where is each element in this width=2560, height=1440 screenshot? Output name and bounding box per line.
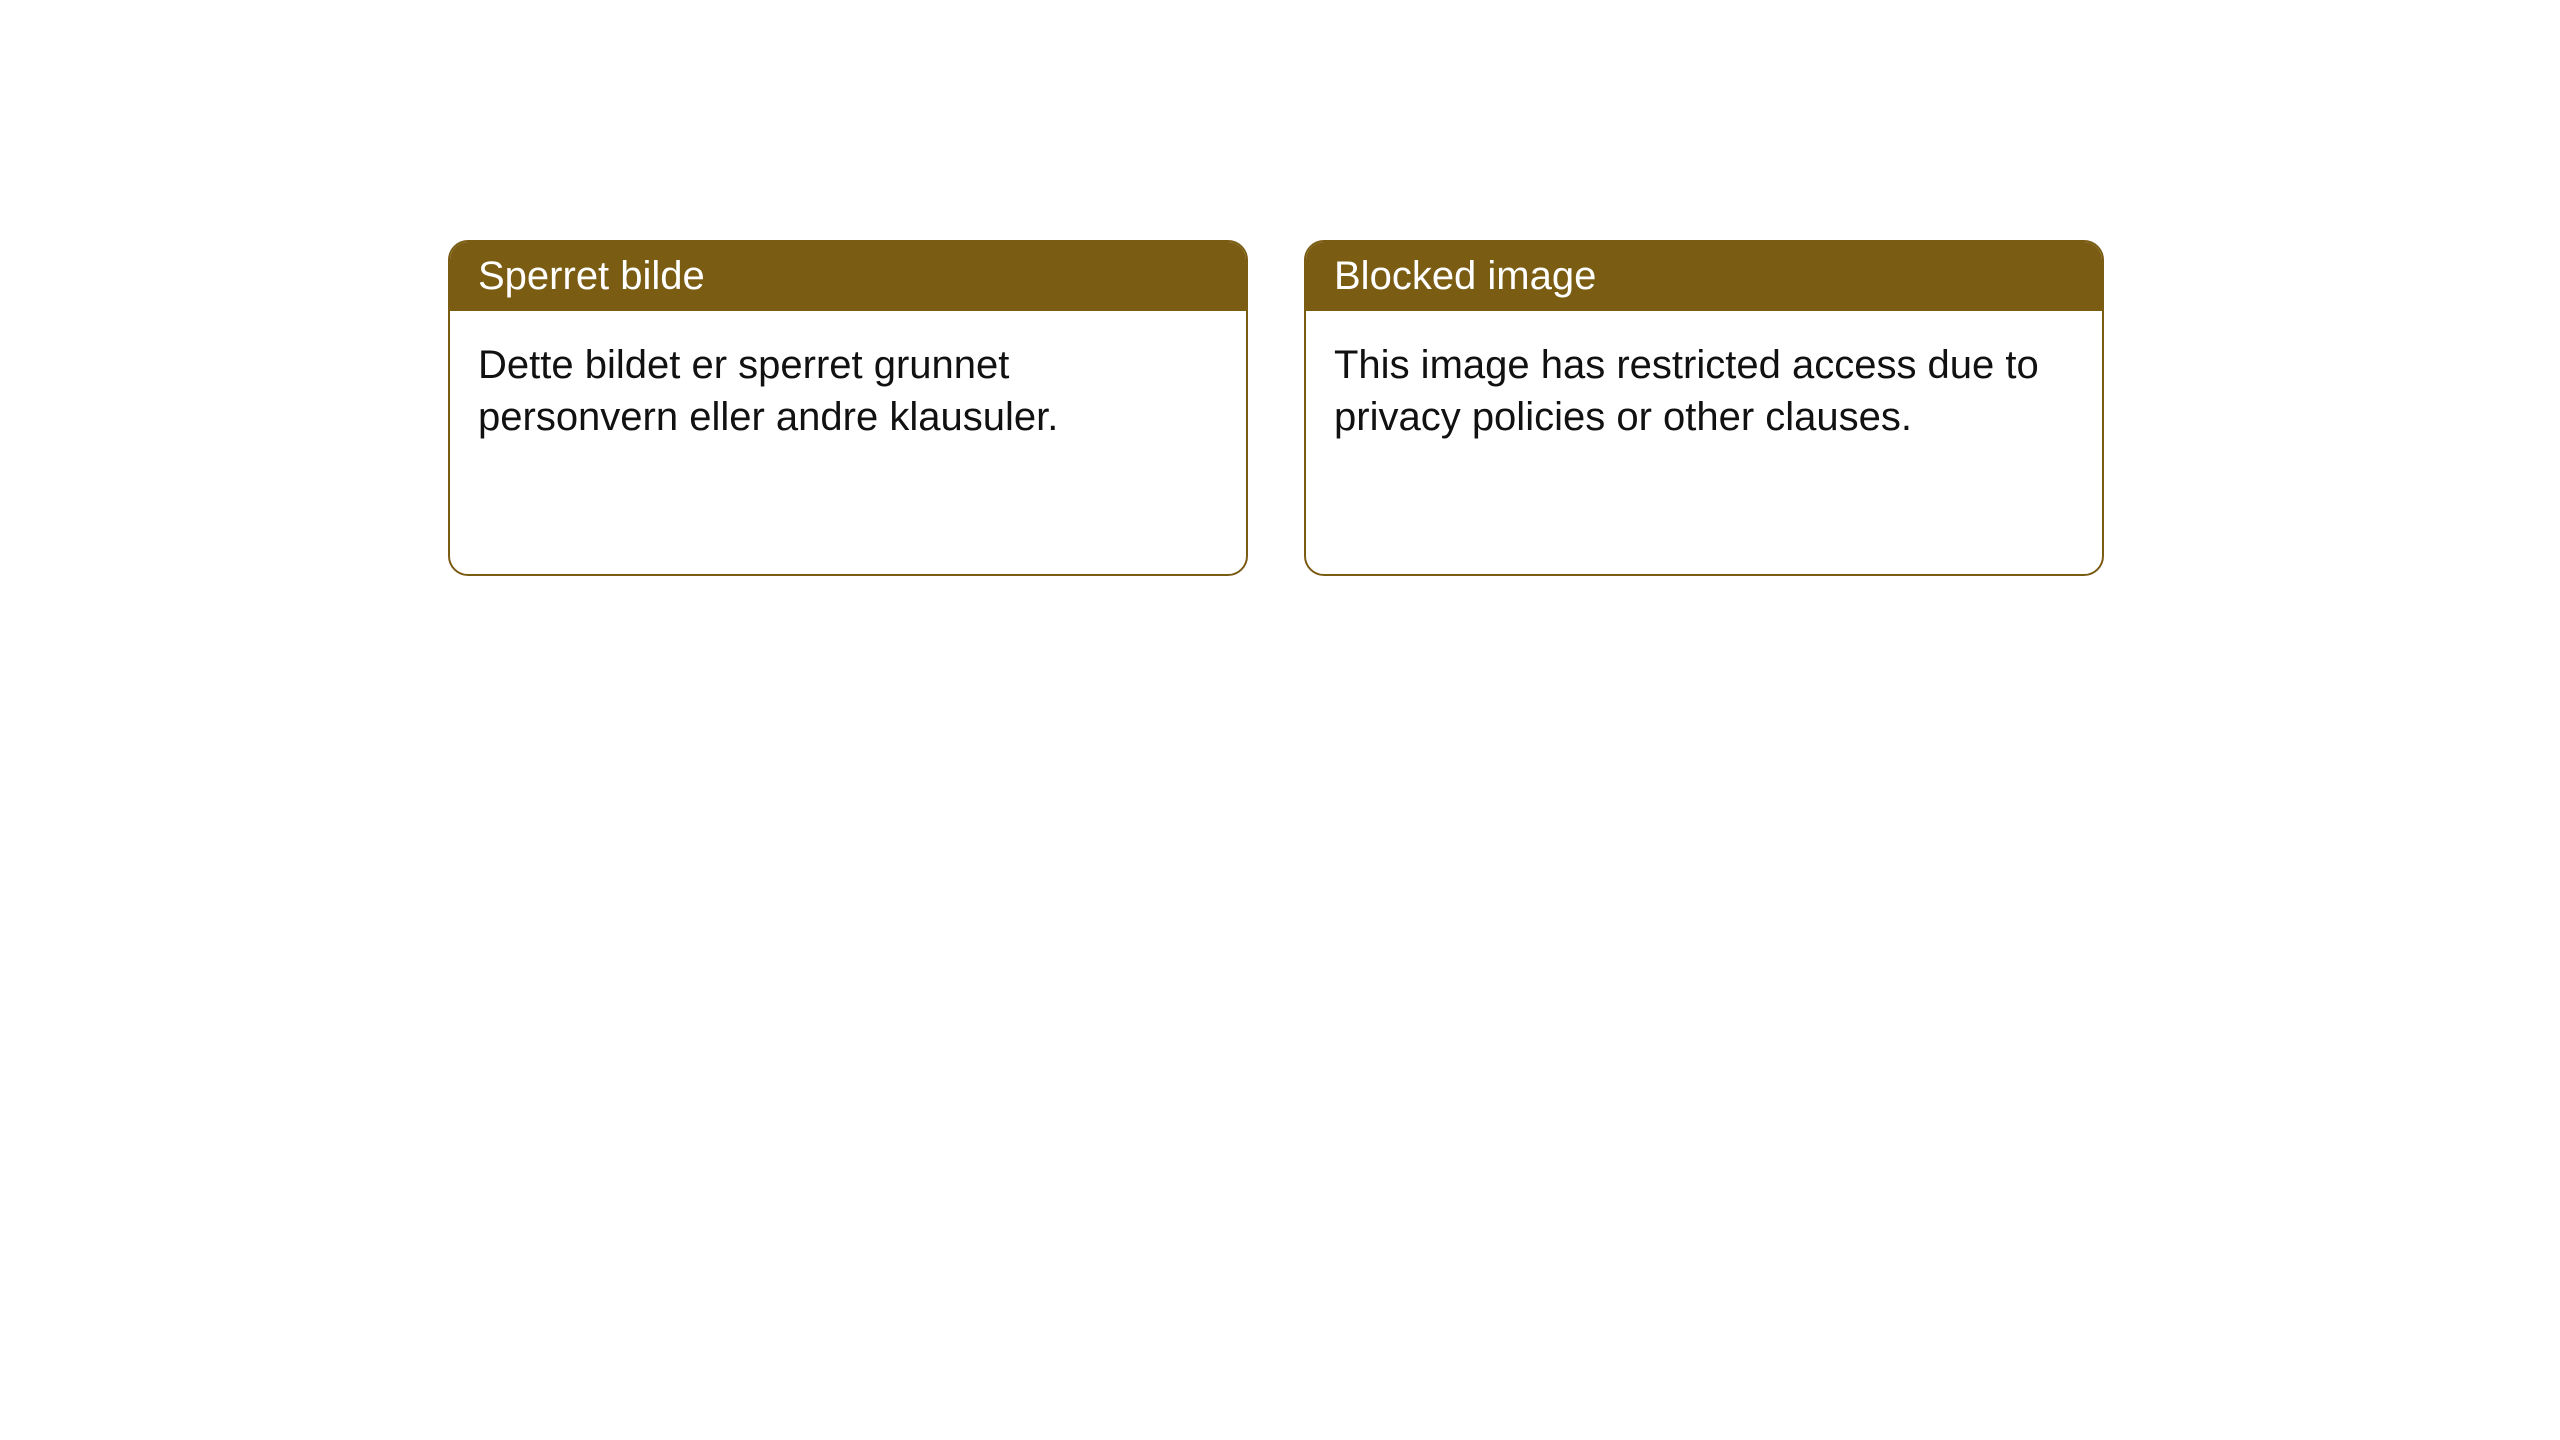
card-title-norwegian: Sperret bilde [478, 254, 705, 298]
card-body-text-norwegian: Dette bildet er sperret grunnet personve… [478, 343, 1058, 439]
card-body-norwegian: Dette bildet er sperret grunnet personve… [450, 311, 1246, 471]
card-header-english: Blocked image [1306, 242, 2102, 311]
card-english: Blocked image This image has restricted … [1304, 240, 2104, 576]
card-title-english: Blocked image [1334, 254, 1596, 298]
card-header-norwegian: Sperret bilde [450, 242, 1246, 311]
cards-container: Sperret bilde Dette bildet er sperret gr… [448, 240, 2104, 576]
card-body-english: This image has restricted access due to … [1306, 311, 2102, 471]
card-norwegian: Sperret bilde Dette bildet er sperret gr… [448, 240, 1248, 576]
card-body-text-english: This image has restricted access due to … [1334, 343, 2039, 439]
